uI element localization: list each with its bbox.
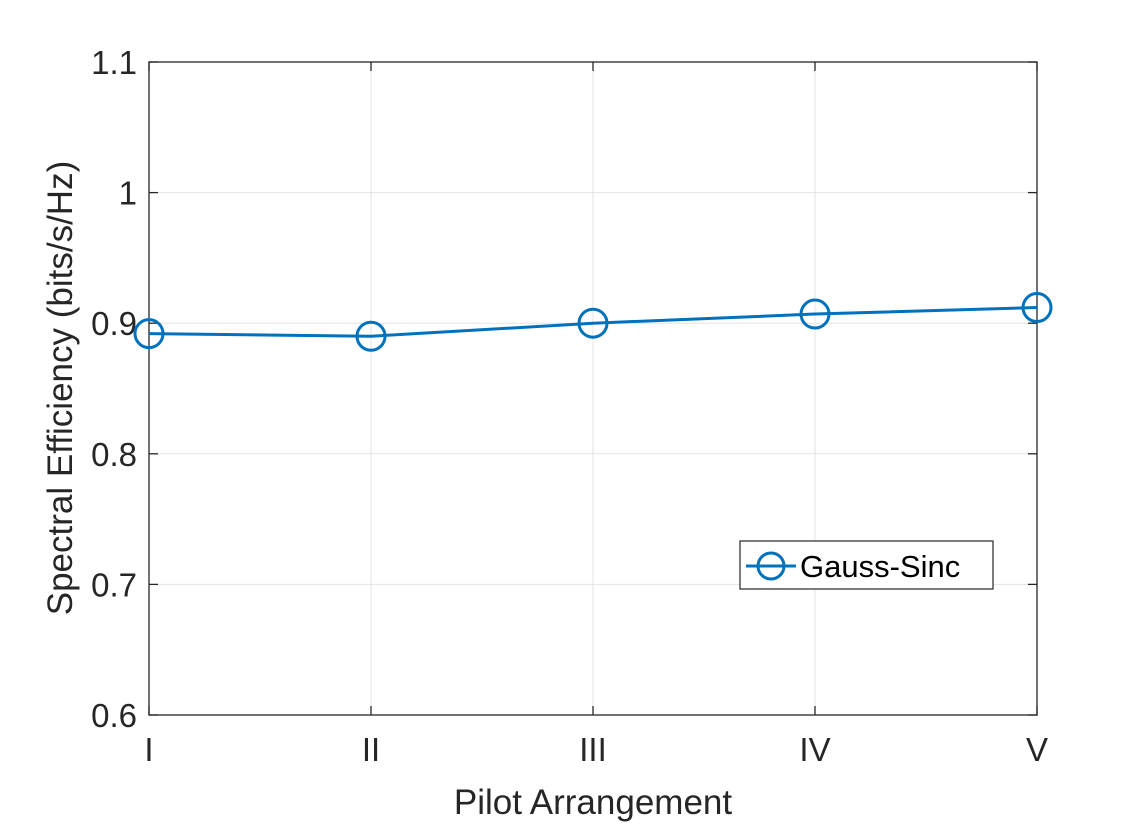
data-point-marker [577,307,609,339]
series-line [148,306,1038,338]
data-point-marker [133,318,165,350]
data-point-marker [1021,292,1053,324]
x-axis-title: Pilot Arrangement [454,783,732,822]
y-tick-label: 1.1 [91,44,137,81]
data-point-marker [799,298,831,330]
legend-label-gauss-sinc: Gauss-Sinc [800,549,960,584]
y-tick-label: 0.8 [91,436,137,473]
x-tick-label: V [1026,731,1048,768]
legend: Gauss-Sinc [739,540,994,590]
data-point-marker [355,320,387,352]
x-tick-label: I [144,731,153,768]
y-axis-title: Spectral Efficiency (bits/s/Hz) [41,161,80,616]
y-tick-label: 0.6 [91,697,137,734]
legend-marker-circle [756,551,786,581]
y-tick-label: 0.9 [91,305,137,342]
axes-box [148,61,1038,716]
y-tick-label: 1 [119,175,137,212]
x-tick-labels: I II III IV V [144,731,1048,768]
x-tick-label: III [579,731,607,768]
y-tick-label: 0.7 [91,566,137,603]
series-gauss-sinc [133,292,1053,352]
x-tick-label: IV [799,731,830,768]
y-tick-labels: 0.6 0.7 0.8 0.9 1 1.1 [91,44,137,734]
x-tick-label: II [362,731,380,768]
